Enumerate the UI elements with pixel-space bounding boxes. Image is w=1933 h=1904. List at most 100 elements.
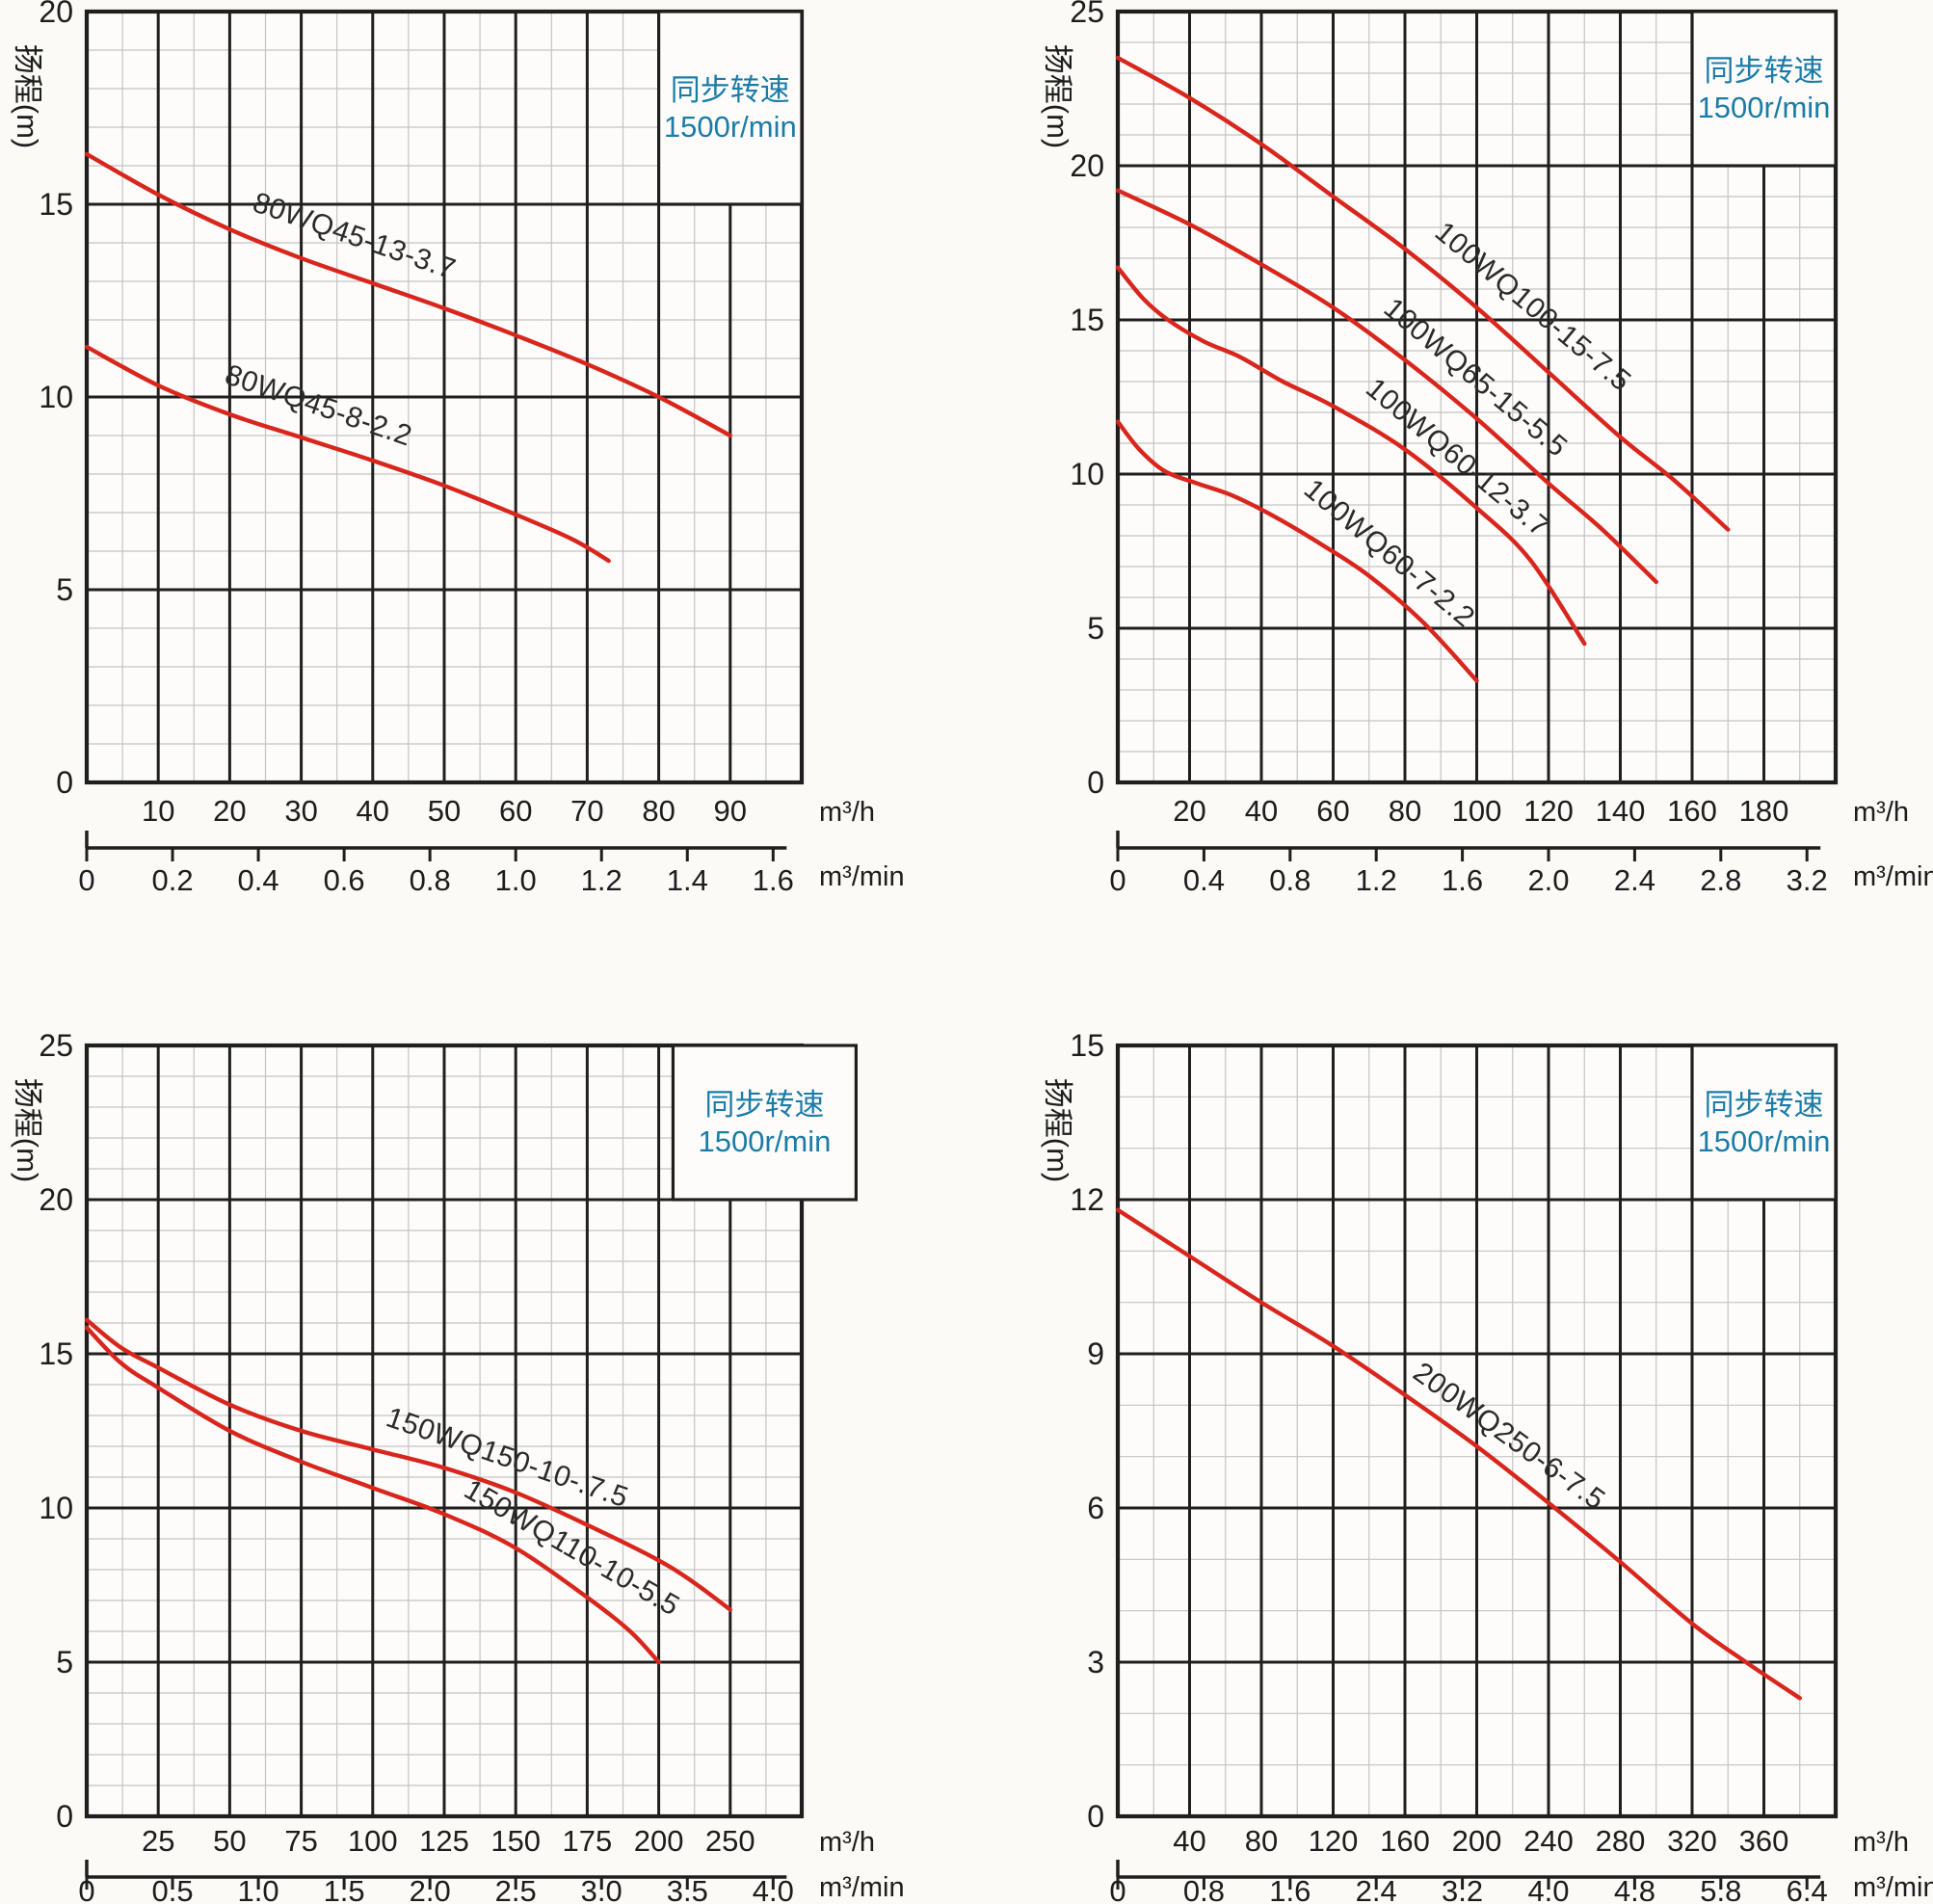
legend-speed-value: 1500r/min <box>1698 91 1831 124</box>
svg-text:2.8: 2.8 <box>1700 863 1741 897</box>
svg-text:50: 50 <box>213 1824 246 1858</box>
svg-text:320: 320 <box>1667 1824 1717 1858</box>
svg-text:0: 0 <box>78 863 94 897</box>
svg-text:25: 25 <box>39 1028 73 1063</box>
svg-text:15: 15 <box>1070 303 1104 337</box>
svg-text:1.0: 1.0 <box>238 1874 279 1904</box>
svg-text:4.0: 4.0 <box>753 1874 794 1904</box>
svg-text:10: 10 <box>1070 457 1104 491</box>
x-axis-labels: 20 40 60 80 100 120 140 160 180 <box>1173 794 1788 828</box>
x-axis-labels: 10 20 30 40 50 60 70 80 90 <box>142 794 747 828</box>
curve-150WQ150-10-.7.5 <box>84 1317 732 1612</box>
svg-text:10: 10 <box>142 794 174 828</box>
svg-text:60: 60 <box>499 794 532 828</box>
svg-text:15: 15 <box>39 187 73 222</box>
x-axis-secondary: 0 0.5 1.0 1.5 2.0 2.5 3.0 3.5 4.0 <box>78 1860 794 1904</box>
svg-text:120: 120 <box>1309 1824 1359 1858</box>
svg-text:40: 40 <box>1173 1824 1205 1858</box>
svg-text:0.5: 0.5 <box>151 1874 193 1904</box>
svg-text:20: 20 <box>39 0 73 29</box>
svg-text:1.6: 1.6 <box>1269 1874 1311 1904</box>
plot-border <box>84 9 805 785</box>
y-axis-title: 扬程(m) <box>11 44 44 148</box>
svg-text:1.0: 1.0 <box>495 863 537 897</box>
svg-text:4.8: 4.8 <box>1614 1874 1655 1904</box>
svg-text:1.4: 1.4 <box>667 863 708 897</box>
y-axis-labels: 0 5 10 15 20 25 <box>39 1028 73 1834</box>
svg-text:0.8: 0.8 <box>1269 863 1311 897</box>
chart-top-left: 同步转速1500r/min80WQ45-13-3.780WQ45-8-2.205… <box>11 0 905 897</box>
x-axis-labels: 25 50 75 100 125 150 175 200 250 <box>142 1824 755 1858</box>
svg-text:30: 30 <box>284 794 317 828</box>
svg-text:20: 20 <box>1173 794 1205 828</box>
curve-100WQ65-15-5.5 <box>1115 188 1658 585</box>
svg-text:1.6: 1.6 <box>753 863 794 897</box>
y-axis-labels: 0 5 10 15 20 25 <box>1070 0 1104 800</box>
svg-text:20: 20 <box>213 794 246 828</box>
svg-text:360: 360 <box>1739 1824 1789 1858</box>
svg-text:80: 80 <box>1389 794 1421 828</box>
svg-text:3.2: 3.2 <box>1787 863 1828 897</box>
svg-text:25: 25 <box>142 1824 174 1858</box>
chart-bottom-right: 同步转速1500r/min200WQ250-6-7.503691215扬程(m)… <box>1041 1028 1933 1904</box>
x-unit-secondary: m³/min <box>819 1872 905 1903</box>
svg-text:0.6: 0.6 <box>324 863 365 897</box>
svg-text:0.4: 0.4 <box>1183 863 1225 897</box>
svg-text:0.2: 0.2 <box>151 863 193 897</box>
svg-text:5: 5 <box>56 1645 73 1679</box>
svg-text:120: 120 <box>1523 794 1574 828</box>
svg-text:125: 125 <box>419 1824 469 1858</box>
svg-text:0: 0 <box>56 765 73 800</box>
svg-text:1.6: 1.6 <box>1442 863 1483 897</box>
x-unit-secondary: m³/min <box>819 861 905 892</box>
curve-100WQ100-15-7.5 <box>1115 55 1731 532</box>
curve-200WQ250-6-7.5 <box>1115 1207 1802 1701</box>
svg-text:15: 15 <box>1070 1028 1104 1063</box>
legend-speed-label: 同步转速 <box>1705 1088 1824 1122</box>
svg-text:2.0: 2.0 <box>410 1874 451 1904</box>
svg-text:80: 80 <box>642 794 675 828</box>
svg-text:0: 0 <box>1109 1874 1125 1904</box>
svg-text:15: 15 <box>39 1336 73 1371</box>
svg-text:3: 3 <box>1087 1645 1104 1679</box>
svg-text:0.8: 0.8 <box>1183 1874 1225 1904</box>
svg-text:1.5: 1.5 <box>324 1874 365 1904</box>
svg-text:0: 0 <box>78 1874 94 1904</box>
svg-text:0.8: 0.8 <box>410 863 451 897</box>
svg-text:240: 240 <box>1523 1824 1574 1858</box>
y-axis-title: 扬程(m) <box>11 1078 44 1182</box>
svg-text:10: 10 <box>39 380 73 414</box>
svg-text:0: 0 <box>56 1799 73 1834</box>
y-axis-labels: 0 5 10 15 20 <box>39 0 73 800</box>
legend-speed-label: 同步转速 <box>671 73 790 107</box>
svg-text:5.8: 5.8 <box>1700 1874 1741 1904</box>
chart-bottom-left: 同步转速1500r/min150WQ150-10-.7.5150WQ110-10… <box>11 1028 905 1904</box>
legend-speed-label: 同步转速 <box>704 1088 824 1122</box>
legend-speed-value: 1500r/min <box>1698 1124 1831 1158</box>
svg-text:2.4: 2.4 <box>1614 863 1655 897</box>
x-unit-secondary: m³/min <box>1853 1872 1933 1903</box>
svg-text:80: 80 <box>1245 1824 1278 1858</box>
y-axis-title: 扬程(m) <box>1041 44 1074 148</box>
svg-text:100: 100 <box>348 1824 398 1858</box>
svg-text:9: 9 <box>1087 1336 1104 1371</box>
legend-speed-label: 同步转速 <box>1705 54 1824 88</box>
svg-text:3.0: 3.0 <box>581 1874 622 1904</box>
x-axis-secondary: 0 0.4 0.8 1.2 1.6 2.0 2.4 2.8 3.2 <box>1109 831 1828 897</box>
curve-100WQ60-7-2.2 <box>1115 419 1479 683</box>
x-axis-labels: 40 80 120 160 200 240 280 320 360 <box>1173 1824 1788 1858</box>
svg-text:25: 25 <box>1070 0 1104 29</box>
curve-150WQ110-10-5.5 <box>84 1325 661 1665</box>
svg-text:160: 160 <box>1380 1824 1430 1858</box>
svg-text:0: 0 <box>1087 1799 1104 1834</box>
svg-text:20: 20 <box>39 1182 73 1217</box>
y-axis-title: 扬程(m) <box>1041 1078 1074 1182</box>
svg-text:140: 140 <box>1596 794 1646 828</box>
svg-text:200: 200 <box>634 1824 684 1858</box>
y-axis-labels: 0 3 6 9 12 15 <box>1070 1028 1104 1834</box>
